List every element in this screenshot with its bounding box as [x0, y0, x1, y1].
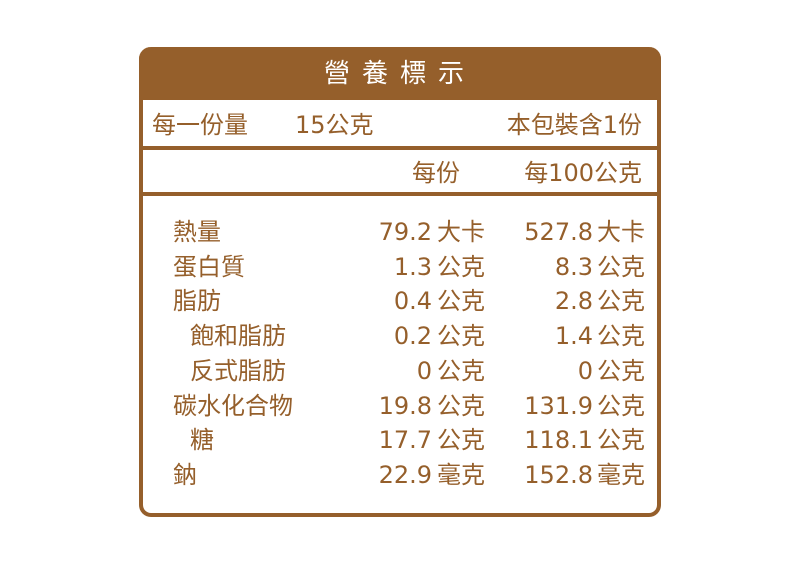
per-serving-value: 22.9 [378, 460, 432, 489]
per-serving-value: 19.8 [378, 391, 432, 420]
per-100g-unit: 公克 [597, 287, 645, 316]
per-serving-value: 0.2 [393, 322, 432, 351]
divider [141, 192, 659, 196]
per-100g-unit: 公克 [597, 426, 645, 455]
per-serving-unit: 公克 [437, 287, 485, 316]
per-100g-unit: 毫克 [597, 460, 645, 489]
serving-size-value: 15公克 [295, 111, 374, 139]
per-100g-value: 0 [577, 356, 593, 385]
per-serving-unit: 公克 [437, 426, 485, 455]
per-100g-value: 1.4 [554, 322, 593, 351]
nutrient-name: 反式脂肪 [190, 356, 286, 385]
per-serving-unit: 大卡 [437, 218, 485, 246]
per-100g-unit: 公克 [597, 252, 645, 281]
nutrient-name: 蛋白質 [173, 252, 245, 281]
per-100g-value: 2.8 [554, 287, 593, 316]
per-serving-value: 0.4 [393, 287, 432, 316]
per-serving-unit: 公克 [437, 252, 485, 281]
nutrient-name: 飽和脂肪 [190, 322, 286, 351]
per-100g-unit: 公克 [597, 356, 645, 385]
nutrient-name: 熱量 [173, 218, 221, 246]
per-100g-value: 8.3 [554, 252, 593, 281]
column-per-100g: 每100公克 [524, 159, 642, 187]
per-serving-unit: 公克 [437, 322, 485, 351]
divider [141, 146, 659, 150]
per-100g-value: 118.1 [524, 426, 593, 455]
per-100g-unit: 大卡 [597, 218, 645, 246]
label-title: 營養標示 [139, 47, 661, 100]
per-serving-value: 79.2 [378, 218, 432, 246]
per-serving-unit: 公克 [437, 356, 485, 385]
nutrient-name: 脂肪 [173, 287, 221, 316]
per-serving-unit: 公克 [437, 391, 485, 420]
per-serving-unit: 毫克 [437, 460, 485, 489]
per-100g-unit: 公克 [597, 391, 645, 420]
nutrient-name: 鈉 [173, 460, 197, 489]
per-100g-value: 527.8 [524, 218, 593, 246]
serving-size-label: 每一份量 [152, 111, 248, 139]
per-serving-value: 17.7 [378, 426, 432, 455]
column-per-serving: 每份 [412, 159, 460, 187]
servings-per-pack: 本包裝含1份 [506, 111, 642, 139]
per-100g-unit: 公克 [597, 322, 645, 351]
nutrition-label-frame [139, 47, 661, 517]
per-100g-value: 152.8 [524, 460, 593, 489]
per-100g-value: 131.9 [524, 391, 593, 420]
per-serving-value: 0 [416, 356, 432, 385]
nutrient-name: 糖 [190, 426, 214, 455]
per-serving-value: 1.3 [393, 252, 432, 281]
nutrient-name: 碳水化合物 [173, 391, 293, 420]
